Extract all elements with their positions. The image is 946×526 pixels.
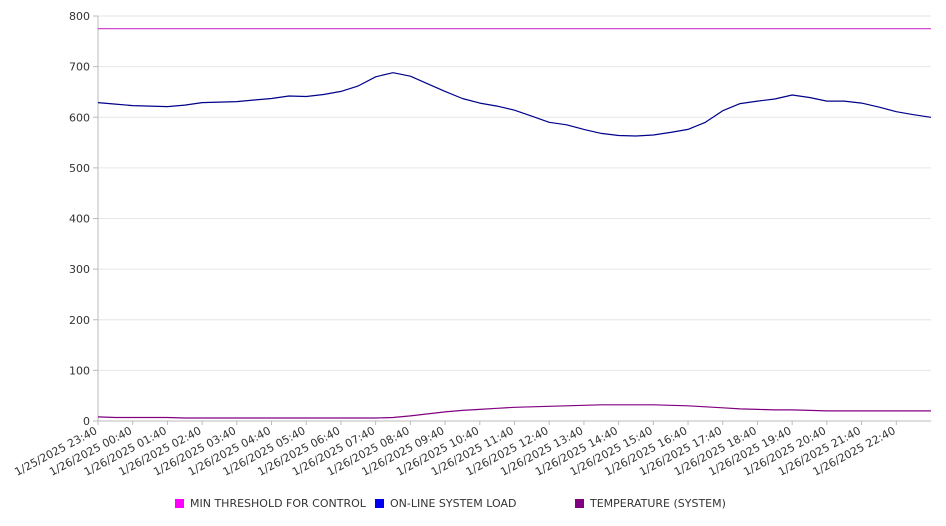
y-tick-label: 200	[69, 314, 90, 327]
legend-item-temperature: TEMPERATURE (SYSTEM)	[575, 497, 726, 510]
legend-swatch-min-threshold	[175, 499, 184, 508]
legend-item-online-load: ON-LINE SYSTEM LOAD	[375, 497, 516, 510]
y-tick-label: 700	[69, 61, 90, 74]
legend-item-min-threshold: MIN THRESHOLD FOR CONTROL	[175, 497, 366, 510]
series-line-online-load	[97, 72, 932, 137]
y-tick-label: 500	[69, 162, 90, 175]
legend-label-min-threshold: MIN THRESHOLD FOR CONTROL	[190, 497, 366, 510]
legend: MIN THRESHOLD FOR CONTROL ON-LINE SYSTEM…	[0, 497, 946, 515]
legend-swatch-online-load	[375, 499, 384, 508]
y-tick-label: 100	[69, 364, 90, 377]
y-tick-label: 800	[69, 10, 90, 23]
y-tick-label: 400	[69, 213, 90, 226]
legend-label-temperature: TEMPERATURE (SYSTEM)	[590, 497, 726, 510]
series-line-temperature	[97, 404, 931, 419]
legend-swatch-temperature	[575, 499, 584, 508]
y-tick-label: 600	[69, 111, 90, 124]
y-tick-label: 300	[69, 263, 90, 276]
legend-label-online-load: ON-LINE SYSTEM LOAD	[390, 497, 517, 510]
y-tick-label: 0	[83, 415, 90, 428]
